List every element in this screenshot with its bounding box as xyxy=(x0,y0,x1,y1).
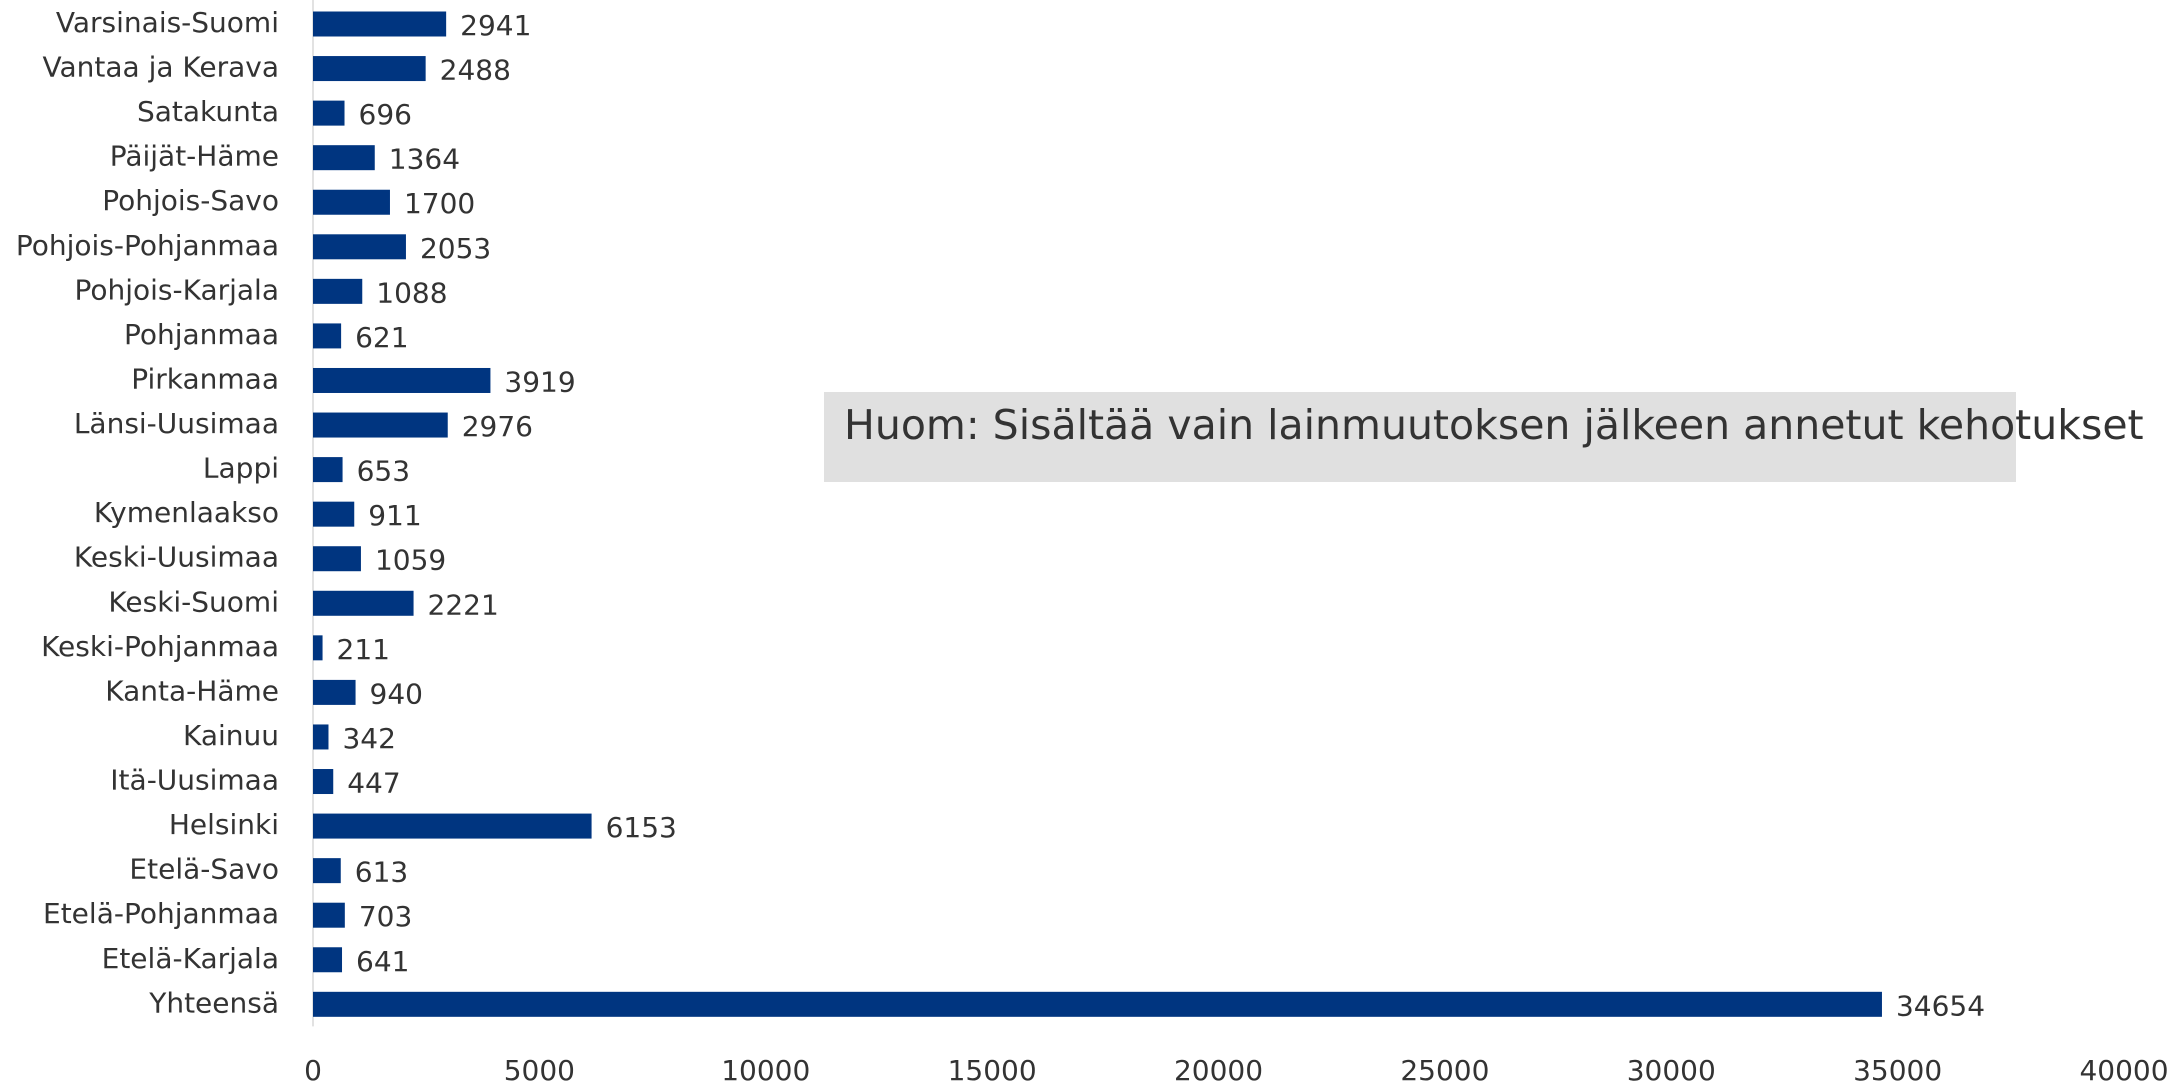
data-label: 621 xyxy=(355,321,408,354)
y-tick-label: Pohjois-Pohjanmaa xyxy=(16,229,279,262)
bar xyxy=(313,412,448,438)
data-label: 2976 xyxy=(462,410,533,443)
data-label: 2488 xyxy=(440,54,511,87)
y-tick-label: Pohjois-Karjala xyxy=(74,273,279,306)
x-tick-label: 35000 xyxy=(1853,1054,1942,1087)
x-tick-label: 5000 xyxy=(504,1054,575,1087)
y-tick-label: Päijät-Häme xyxy=(110,140,279,173)
bar xyxy=(313,145,375,171)
annotation: Huom: Sisältää vain lainmuutoksen jälkee… xyxy=(844,401,2144,449)
y-tick-label: Länsi-Uusimaa xyxy=(74,407,279,440)
y-tick-label: Lappi xyxy=(203,452,279,485)
bar xyxy=(313,501,355,527)
bar xyxy=(313,367,491,393)
x-tick-label: 15000 xyxy=(948,1054,1037,1087)
data-label: 696 xyxy=(359,98,412,131)
x-tick-label: 10000 xyxy=(721,1054,810,1087)
y-tick-label: Helsinki xyxy=(169,808,279,841)
data-label: 1700 xyxy=(404,187,475,220)
data-label: 1088 xyxy=(376,276,447,309)
data-label: 3919 xyxy=(504,365,575,398)
y-tick-label: Etelä-Karjala xyxy=(102,942,279,975)
data-label: 940 xyxy=(370,677,423,710)
bar xyxy=(313,590,414,616)
x-tick-label: 25000 xyxy=(1400,1054,1489,1087)
bar xyxy=(313,902,345,928)
data-label: 641 xyxy=(356,945,409,978)
bar xyxy=(313,635,323,661)
data-label: 653 xyxy=(357,455,410,488)
bar xyxy=(313,11,447,37)
x-tick-label: 0 xyxy=(304,1054,322,1087)
x-tick-label: 20000 xyxy=(1174,1054,1263,1087)
data-label: 34654 xyxy=(1896,989,1985,1022)
bar xyxy=(313,947,343,973)
data-label: 1059 xyxy=(375,544,446,577)
data-label: 447 xyxy=(347,767,400,800)
data-label: 211 xyxy=(337,633,390,666)
data-label: 613 xyxy=(355,856,408,889)
annotation-box xyxy=(824,392,2016,482)
y-tick-label: Satakunta xyxy=(137,95,279,128)
data-label: 6153 xyxy=(606,811,677,844)
y-tick-label: Kainuu xyxy=(183,719,279,752)
data-label: 342 xyxy=(342,722,395,755)
bar xyxy=(313,724,329,750)
y-tick-label: Pirkanmaa xyxy=(131,362,279,395)
data-label: 2941 xyxy=(460,9,531,42)
bar xyxy=(313,323,342,349)
bar xyxy=(313,457,343,483)
data-label: 703 xyxy=(359,900,412,933)
y-tick-label: Vantaa ja Kerava xyxy=(42,51,279,84)
y-tick-label: Kanta-Häme xyxy=(105,674,279,707)
bar xyxy=(313,769,334,795)
y-tick-label: Etelä-Pohjanmaa xyxy=(43,897,279,930)
data-label: 911 xyxy=(368,499,421,532)
x-tick-label: 30000 xyxy=(1627,1054,1716,1087)
data-label: 2221 xyxy=(428,588,499,621)
bar xyxy=(313,813,592,839)
bar xyxy=(313,100,345,126)
y-tick-label: Keski-Suomi xyxy=(108,585,279,618)
bar xyxy=(313,56,426,82)
y-tick-label: Pohjois-Savo xyxy=(102,184,279,217)
bar xyxy=(313,679,356,705)
bar xyxy=(313,546,361,572)
data-label: 1364 xyxy=(389,143,460,176)
y-tick-label: Keski-Uusimaa xyxy=(74,541,279,574)
bar xyxy=(313,858,341,884)
y-tick-label: Itä-Uusimaa xyxy=(110,764,279,797)
bar xyxy=(313,189,390,215)
y-tick-label: Kymenlaakso xyxy=(94,496,279,529)
y-tick-label: Pohjanmaa xyxy=(124,318,279,351)
data-label: 2053 xyxy=(420,232,491,265)
y-tick-label: Etelä-Savo xyxy=(129,853,279,886)
x-tick-label: 40000 xyxy=(2079,1054,2168,1087)
y-tick-label: Yhteensä xyxy=(148,986,279,1019)
bar xyxy=(313,991,1882,1017)
y-tick-label: Varsinais-Suomi xyxy=(56,6,279,39)
bar xyxy=(313,278,363,304)
y-tick-label: Keski-Pohjanmaa xyxy=(41,630,279,663)
bar xyxy=(313,234,406,260)
